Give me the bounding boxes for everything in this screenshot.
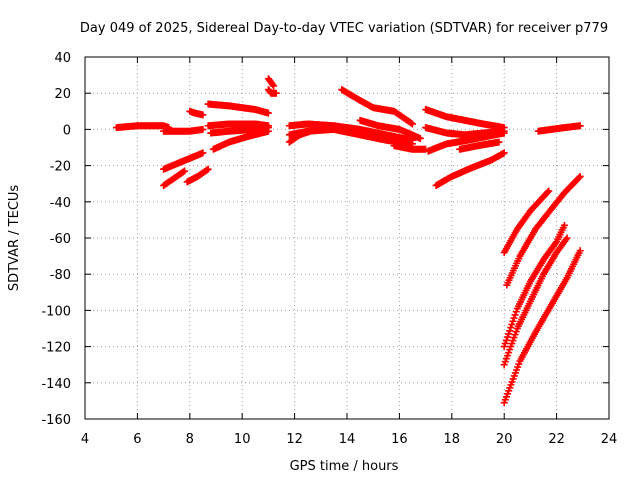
- series-arc2: [160, 125, 207, 135]
- data-point: [500, 129, 508, 137]
- y-tick-label: -120: [41, 341, 71, 356]
- x-tick-label: 20: [496, 432, 513, 447]
- data-point: [576, 247, 584, 255]
- series-arc9: [207, 124, 272, 137]
- data-point: [575, 174, 583, 182]
- y-tick-label: 0: [63, 123, 71, 138]
- x-tick-label: 12: [286, 432, 303, 447]
- data-point: [544, 188, 552, 196]
- data-point: [203, 166, 211, 174]
- data-point: [552, 239, 560, 247]
- data-point: [510, 314, 518, 322]
- series-arc19: [422, 105, 508, 132]
- series-arc10: [209, 127, 272, 153]
- data-point: [507, 324, 515, 332]
- y-tick-label: 40: [54, 51, 71, 66]
- data-point: [181, 167, 189, 175]
- data-point: [506, 327, 514, 335]
- data-point: [500, 149, 508, 157]
- data-point: [416, 134, 424, 142]
- data-point: [199, 111, 207, 119]
- data-point: [502, 336, 510, 344]
- series-arc24: [534, 122, 584, 135]
- x-tick-label: 18: [444, 432, 461, 447]
- data-point: [312, 125, 320, 133]
- data-point: [509, 317, 517, 325]
- data-point: [511, 311, 519, 319]
- series-arc22: [432, 149, 508, 190]
- x-tick-label: 14: [339, 432, 356, 447]
- series-arc12: [264, 86, 280, 97]
- data-points: [112, 75, 584, 407]
- data-point: [495, 138, 503, 146]
- y-tick-label: -80: [50, 268, 71, 283]
- x-axis-label: GPS time / hours: [290, 459, 399, 474]
- x-tick-label: 24: [601, 432, 618, 447]
- data-point: [563, 234, 571, 242]
- y-tick-label: -160: [41, 413, 71, 428]
- grid: [85, 57, 609, 419]
- data-point: [508, 320, 516, 328]
- series-arc4: [160, 167, 189, 190]
- data-point: [204, 165, 212, 173]
- series-arc21: [424, 129, 508, 155]
- data-point: [576, 172, 584, 180]
- data-point: [505, 330, 513, 338]
- series-arc28: [500, 234, 571, 369]
- y-tick-label: -40: [50, 196, 71, 211]
- y-tick-label: -60: [50, 232, 71, 247]
- series-arc3: [160, 149, 207, 173]
- data-point: [576, 122, 584, 130]
- x-tick-label: 22: [548, 432, 565, 447]
- tick-labels: 4 6 8 10 12 14 16 18 20 22 24 40 20 0 -20 -40 -60 -80 -100…: [41, 51, 617, 447]
- series-arc11: [264, 75, 278, 90]
- series-arc29: [500, 247, 584, 407]
- x-tick-label: 8: [186, 432, 194, 447]
- y-tick-label: 20: [54, 87, 71, 102]
- series-arc18: [390, 142, 430, 153]
- axis-ticks: [84, 56, 610, 420]
- series-arc5: [183, 165, 212, 186]
- y-tick-label: -20: [50, 160, 71, 175]
- data-point: [500, 343, 508, 351]
- data-point: [264, 109, 272, 117]
- y-tick-label: -140: [41, 377, 71, 392]
- series-arc27: [500, 221, 568, 351]
- data-point: [501, 339, 509, 347]
- series-arc25: [500, 187, 553, 256]
- data-point: [560, 221, 568, 229]
- data-point: [269, 81, 277, 89]
- y-axis-label: SDTVAR / TECUs: [7, 185, 22, 292]
- data-point: [409, 120, 416, 128]
- plot-frame: [84, 56, 610, 420]
- data-point: [272, 89, 280, 97]
- data-point: [179, 168, 187, 176]
- x-tick-label: 16: [391, 432, 408, 447]
- data-point: [199, 149, 207, 157]
- x-tick-label: 4: [81, 432, 89, 447]
- x-tick-label: 6: [133, 432, 141, 447]
- x-tick-label: 10: [234, 432, 251, 447]
- series-arc23: [456, 138, 503, 153]
- series-arc17: [356, 116, 424, 142]
- series-arc6: [186, 107, 207, 119]
- chart-title: Day 049 of 2025, Sidereal Day-to-day VTE…: [80, 21, 608, 36]
- data-point: [512, 308, 520, 316]
- data-point: [503, 333, 511, 341]
- series-arc26: [503, 172, 584, 289]
- data-point: [545, 187, 553, 195]
- series-arc15: [285, 125, 320, 146]
- y-tick-label: -100: [41, 304, 71, 319]
- data-point: [264, 127, 272, 135]
- series-arc16: [338, 86, 416, 128]
- series-arc7: [204, 100, 272, 117]
- data-point: [270, 82, 278, 90]
- data-point: [199, 125, 207, 133]
